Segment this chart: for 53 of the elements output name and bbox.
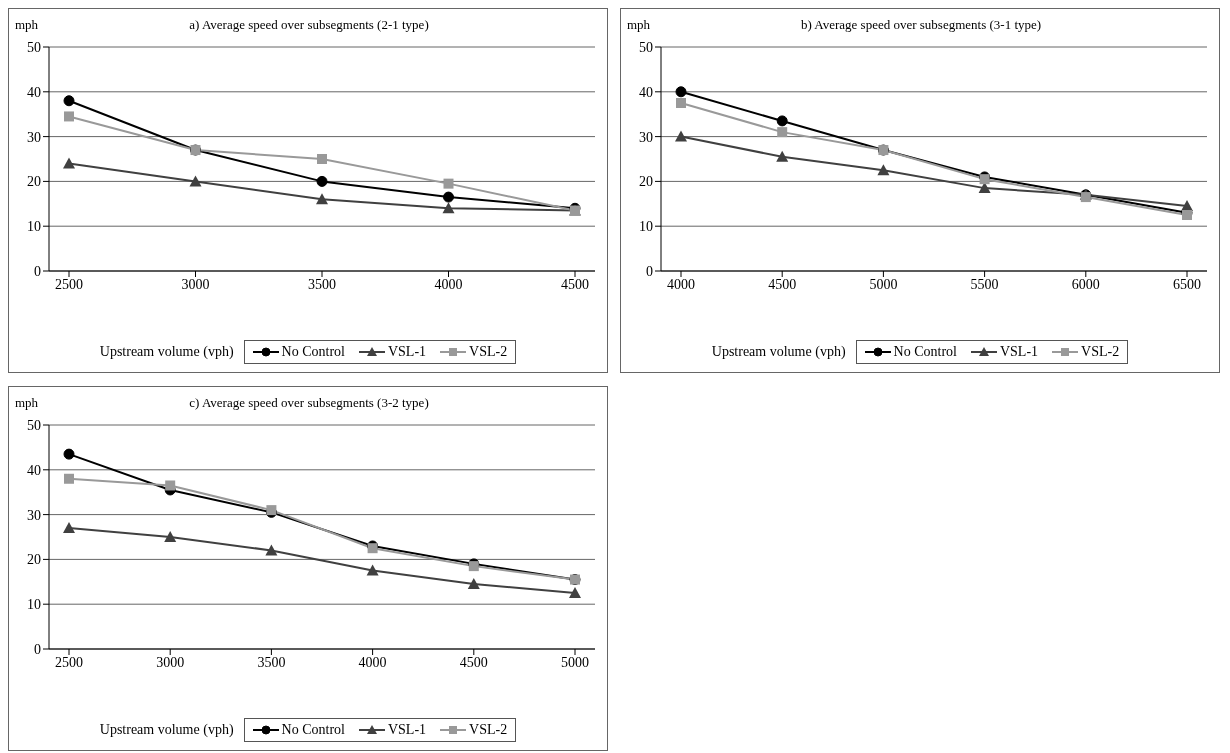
y-tick-label: 10 <box>27 219 41 235</box>
y-tick-label: 30 <box>639 129 653 145</box>
legend-label: No Control <box>893 344 957 360</box>
y-axis-title: mph <box>627 17 651 33</box>
legend-label: VSL-1 <box>387 344 427 360</box>
y-tick-label: 10 <box>639 219 653 235</box>
y-tick-label: 40 <box>27 462 41 478</box>
y-axis-title: mph <box>15 395 39 411</box>
x-tick-label: 3500 <box>257 654 286 670</box>
x-tick-label: 4500 <box>561 276 589 292</box>
x-tick-label: 5000 <box>869 276 898 292</box>
chart-title: b) Average speed over subsegments (3-1 type) <box>800 17 1042 32</box>
x-tick-label: 6000 <box>1071 276 1100 292</box>
x-axis-title: Upstream volume (vph) <box>99 722 234 738</box>
chart-title: a) Average speed over subsegments (2-1 type) <box>189 17 429 32</box>
y-tick-label: 40 <box>27 84 41 100</box>
y-tick-label: 20 <box>639 174 653 190</box>
x-tick-label: 3000 <box>156 654 185 670</box>
legend-label: No Control <box>281 722 345 738</box>
x-tick-label: 4000 <box>434 276 463 292</box>
y-tick-label: 50 <box>27 39 41 55</box>
y-tick-label: 30 <box>27 129 41 145</box>
x-tick-label: 4500 <box>768 276 797 292</box>
x-tick-label: 2500 <box>55 654 83 670</box>
legend-label: VSL-1 <box>999 344 1039 360</box>
y-axis-title: mph <box>15 17 39 33</box>
legend-label: No Control <box>281 344 345 360</box>
legend-label: VSL-2 <box>469 344 508 360</box>
x-axis-title: Upstream volume (vph) <box>711 344 846 360</box>
x-tick-label: 5000 <box>561 654 589 670</box>
y-tick-label: 0 <box>34 263 41 279</box>
legend-label: VSL-2 <box>469 722 508 738</box>
y-tick-label: 50 <box>27 417 41 433</box>
x-tick-label: 4500 <box>459 654 488 670</box>
x-tick-label: 4000 <box>358 654 387 670</box>
y-tick-label: 0 <box>34 641 41 657</box>
y-tick-label: 10 <box>27 597 41 613</box>
x-tick-label: 3000 <box>181 276 210 292</box>
x-tick-label: 5500 <box>970 276 999 292</box>
y-tick-label: 30 <box>27 507 41 523</box>
y-tick-label: 50 <box>639 39 653 55</box>
chart-title: c) Average speed over subsegments (3-2 type) <box>189 395 429 410</box>
y-tick-label: 20 <box>27 552 41 568</box>
x-tick-label: 2500 <box>55 276 83 292</box>
x-tick-label: 4000 <box>667 276 695 292</box>
x-axis-title: Upstream volume (vph) <box>99 344 234 360</box>
x-tick-label: 6500 <box>1173 276 1201 292</box>
y-tick-label: 20 <box>27 174 41 190</box>
y-tick-label: 0 <box>646 263 653 279</box>
legend-label: VSL-2 <box>1081 344 1120 360</box>
x-tick-label: 3500 <box>308 276 336 292</box>
y-tick-label: 40 <box>639 84 653 100</box>
legend-label: VSL-1 <box>387 722 427 738</box>
